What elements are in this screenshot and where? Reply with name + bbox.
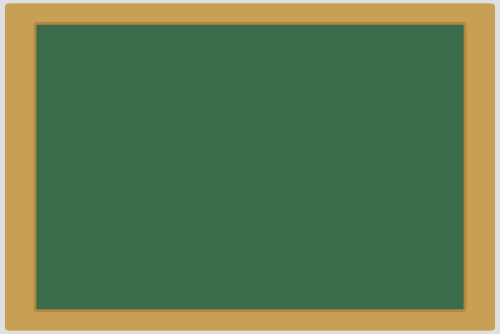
FancyBboxPatch shape xyxy=(388,286,424,301)
Text: cot θ =: cot θ = xyxy=(267,222,318,236)
Text: Hypotenuse: Hypotenuse xyxy=(348,102,424,115)
Text: sec θ =: sec θ = xyxy=(267,120,319,134)
Text: Hypotenuse: Hypotenuse xyxy=(348,153,424,166)
Text: Secant, Cosecant and Cotangent: Secant, Cosecant and Cotangent xyxy=(85,42,415,59)
Text: Hypotenuse: Hypotenuse xyxy=(156,124,194,199)
Text: Adjacent: Adjacent xyxy=(358,204,414,217)
Text: Adjacent: Adjacent xyxy=(131,280,186,293)
Text: Opposite: Opposite xyxy=(63,150,76,206)
Text: $\theta$: $\theta$ xyxy=(186,230,198,248)
Text: Adjacent: Adjacent xyxy=(358,139,414,152)
Text: csc θ =: csc θ = xyxy=(267,171,318,185)
Text: Opposite: Opposite xyxy=(358,241,414,255)
Text: Opposite: Opposite xyxy=(358,190,414,203)
